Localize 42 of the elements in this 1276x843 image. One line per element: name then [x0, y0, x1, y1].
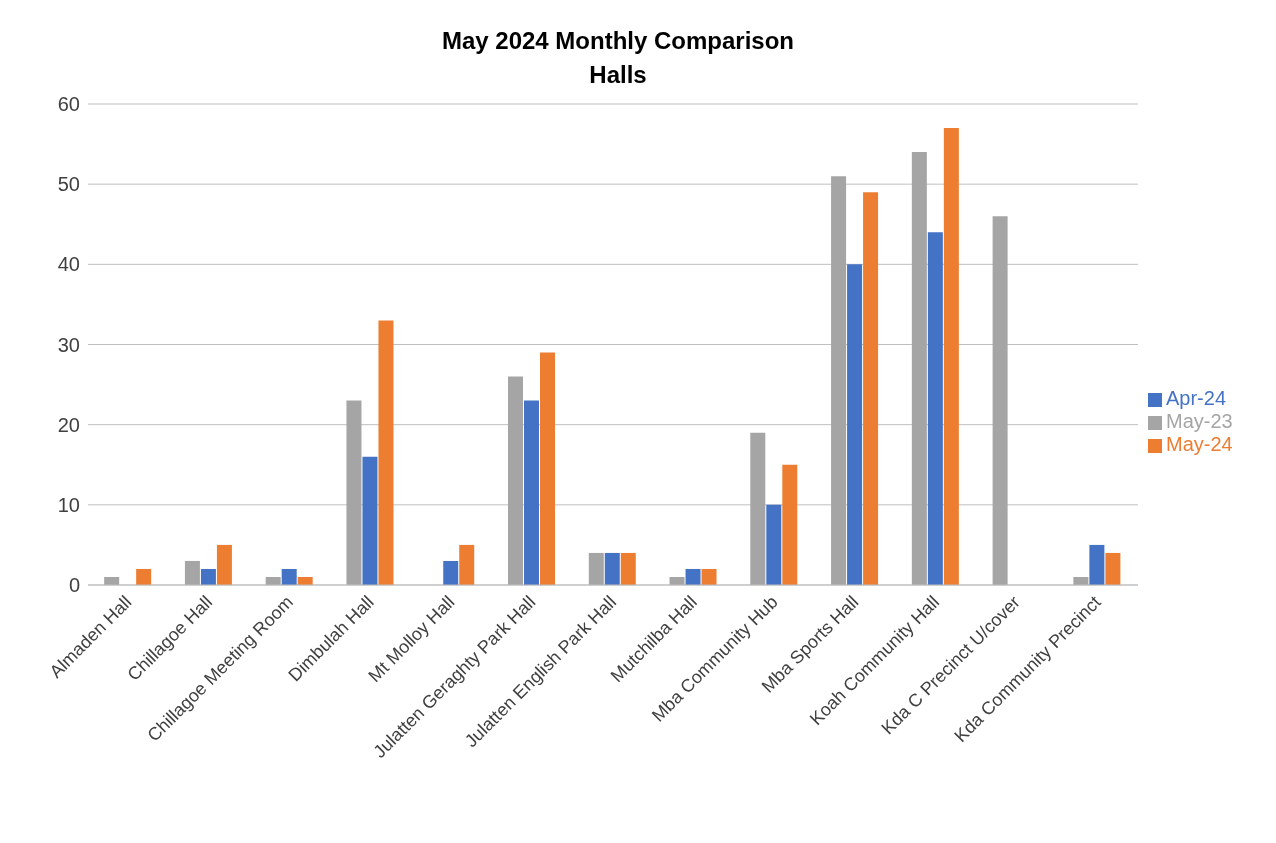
bar	[508, 376, 523, 585]
bar	[766, 504, 782, 585]
bar	[540, 352, 555, 585]
y-tick-label: 30	[57, 333, 80, 356]
bar	[346, 400, 362, 585]
bar	[750, 432, 766, 585]
legend-label: Apr-24	[1166, 387, 1227, 409]
chart-title: May 2024 Monthly Comparison	[440, 26, 796, 56]
bar	[701, 568, 717, 585]
bar	[459, 544, 475, 585]
bar	[524, 400, 539, 585]
bar	[943, 128, 959, 585]
bar	[847, 264, 863, 585]
bar	[620, 552, 636, 585]
bar	[685, 568, 701, 585]
bar	[831, 176, 847, 585]
bar	[604, 552, 620, 585]
legend-label: May-23	[1166, 410, 1233, 432]
bar	[136, 568, 152, 585]
bar	[588, 552, 604, 585]
bar	[281, 568, 297, 585]
bar	[378, 320, 394, 585]
bar	[362, 456, 378, 585]
bar	[863, 192, 879, 585]
y-tick-label: 0	[68, 574, 80, 597]
bar	[200, 568, 216, 585]
bar	[184, 560, 200, 585]
y-tick-label: 10	[57, 493, 80, 516]
legend-label: May-24	[1166, 433, 1233, 455]
bar	[927, 232, 943, 585]
bar	[216, 544, 232, 585]
bar	[1105, 552, 1121, 585]
y-tick-label: 50	[57, 173, 80, 196]
bar	[1089, 544, 1105, 585]
chart-subtitle: Halls	[588, 60, 648, 90]
y-tick-label: 40	[57, 253, 80, 276]
bar	[782, 464, 798, 585]
bar	[443, 560, 459, 585]
y-tick-label: 60	[57, 93, 80, 116]
y-tick-label: 20	[57, 413, 80, 436]
bar	[992, 216, 1008, 585]
bar	[911, 152, 927, 585]
